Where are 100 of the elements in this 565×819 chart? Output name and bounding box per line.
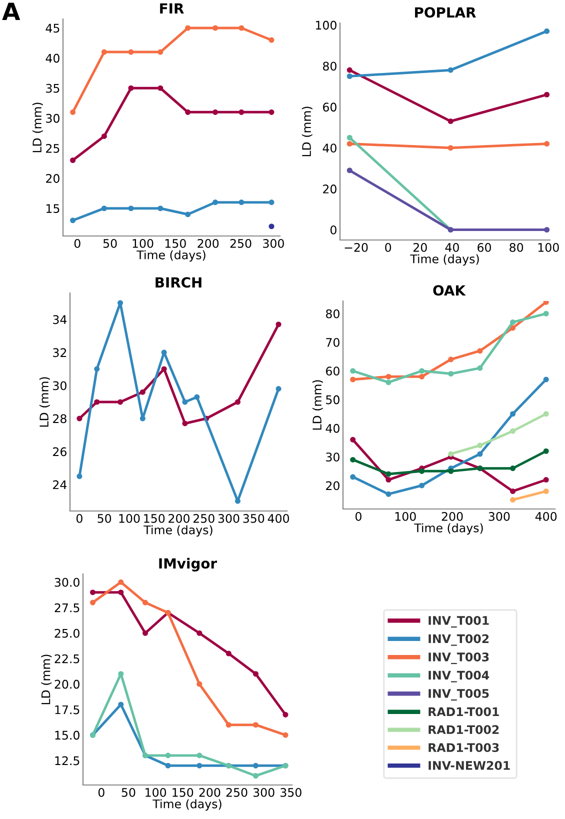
x-tick-label: 300 xyxy=(253,788,274,797)
point xyxy=(252,773,258,779)
point xyxy=(386,477,392,483)
point xyxy=(510,319,516,325)
point xyxy=(268,109,274,115)
x-tick-label: 300 xyxy=(218,514,240,523)
legend-label: INV_T003 xyxy=(428,652,489,664)
x-tick-label: 100 xyxy=(132,238,154,248)
point xyxy=(70,157,76,164)
point xyxy=(544,92,550,98)
legend-label: INV_T005 xyxy=(428,689,489,701)
x-axis-title: Time (days) xyxy=(144,525,212,537)
point xyxy=(140,416,146,422)
point xyxy=(252,762,258,768)
y-tick-label: 30 xyxy=(326,452,340,462)
x-tick-label: 200 xyxy=(199,788,220,797)
point xyxy=(543,477,549,483)
legend-label: RAD1-T003 xyxy=(428,743,499,752)
point xyxy=(510,466,516,472)
point xyxy=(346,168,352,174)
y-tick-label: 27.5 xyxy=(54,603,80,612)
x-tick-label: 200 xyxy=(168,514,190,523)
point xyxy=(543,376,549,382)
point xyxy=(118,702,124,708)
y-tick-label: 100 xyxy=(316,20,336,30)
y-tick-label: 20 xyxy=(46,174,60,183)
x-tick-label: 50 xyxy=(122,788,136,797)
point xyxy=(158,206,164,212)
point xyxy=(101,206,107,212)
text: A xyxy=(2,2,20,20)
point xyxy=(128,206,134,212)
point xyxy=(70,218,76,224)
point xyxy=(477,348,483,354)
legend-label: INV_T001 xyxy=(428,616,489,628)
point xyxy=(117,399,124,405)
point xyxy=(350,368,356,374)
point xyxy=(386,491,392,497)
point xyxy=(252,722,258,728)
point xyxy=(226,722,232,728)
y-tick-label: 0 xyxy=(330,225,336,234)
x-tick-label: 40 xyxy=(445,242,459,252)
x-tick-label: 100 xyxy=(538,242,559,252)
y-axis-title: LD (mm) xyxy=(41,654,52,704)
point xyxy=(234,399,241,405)
point xyxy=(101,49,107,55)
legend-label: RAD1-T001 xyxy=(428,707,499,716)
point xyxy=(161,366,167,372)
point xyxy=(448,118,454,124)
point xyxy=(238,25,244,31)
point xyxy=(386,380,392,386)
chart-title: FIR xyxy=(160,3,184,14)
point xyxy=(212,200,218,206)
point xyxy=(94,399,100,405)
point xyxy=(226,650,232,656)
x-axis-title: Time (days) xyxy=(414,523,483,535)
point xyxy=(510,428,516,434)
y-tick-label: 30 xyxy=(46,114,60,123)
x-tick-label: 100 xyxy=(119,514,140,523)
point xyxy=(182,420,188,426)
point xyxy=(76,416,82,422)
point xyxy=(543,310,549,316)
point xyxy=(158,49,164,55)
y-axis-title: LD (mm) xyxy=(32,102,43,152)
x-tick-label: 60 xyxy=(478,242,491,252)
y-tick-label: 80 xyxy=(326,309,340,318)
chart-title: OAK xyxy=(433,285,466,296)
point xyxy=(543,488,549,494)
y-tick-label: 20.0 xyxy=(54,680,80,689)
point xyxy=(196,752,202,758)
x-tick-label: 20 xyxy=(414,242,427,252)
legend-label: INV_T002 xyxy=(428,634,489,646)
point xyxy=(185,212,191,218)
point xyxy=(238,109,244,115)
x-tick-label: 400 xyxy=(535,512,557,521)
y-tick-label: 80 xyxy=(323,62,336,71)
point xyxy=(182,399,188,405)
point xyxy=(94,366,100,372)
point xyxy=(276,322,282,328)
x-tick-label: 0 xyxy=(385,242,392,252)
y-tick-label: 50 xyxy=(326,395,340,404)
x-axis-title: Time (days) xyxy=(136,250,206,262)
y-tick-label: 20 xyxy=(326,481,340,490)
point xyxy=(544,141,550,147)
chart-title: IMvigor xyxy=(159,558,218,572)
point xyxy=(194,394,200,400)
y-tick-label: 40 xyxy=(322,144,336,153)
point xyxy=(212,109,218,115)
x-axis-title: Time (days) xyxy=(152,799,222,811)
point xyxy=(90,600,96,606)
y-tick-label: 30.0 xyxy=(54,578,80,587)
point xyxy=(448,356,454,362)
y-tick-label: 12.5 xyxy=(55,756,80,766)
x-tick-label: 250 xyxy=(193,514,214,523)
y-tick-label: 30 xyxy=(53,381,66,390)
point xyxy=(282,732,288,738)
point xyxy=(543,448,549,454)
point xyxy=(140,389,146,395)
point xyxy=(118,579,124,585)
point xyxy=(185,109,191,115)
x-tick-label: 300 xyxy=(263,238,284,248)
